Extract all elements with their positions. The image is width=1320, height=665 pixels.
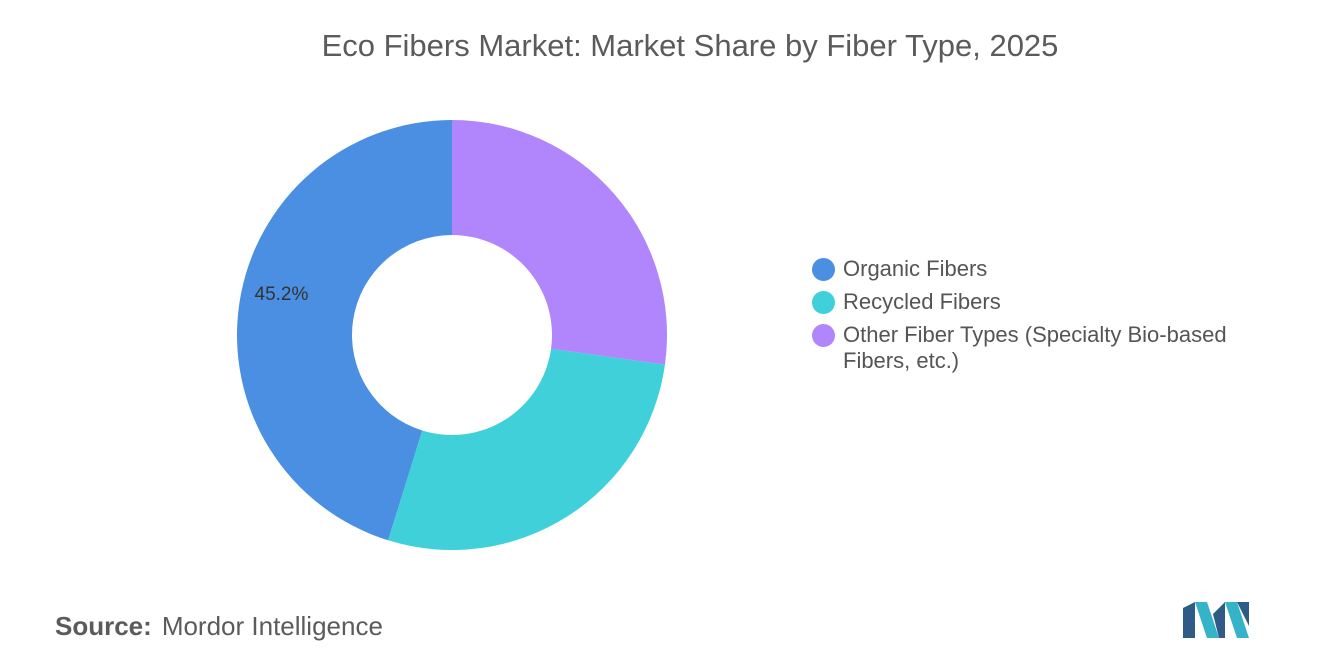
donut-slice-recycled-fibers[interactable] [388, 348, 665, 550]
donut-slice-organic-fibers[interactable] [237, 120, 452, 541]
legend-item-organic-fibers[interactable]: Organic Fibers [812, 256, 1252, 282]
legend-item-recycled-fibers[interactable]: Recycled Fibers [812, 289, 1252, 315]
legend-swatch-recycled-fibers [812, 291, 835, 314]
legend-item-other-fiber-types[interactable]: Other Fiber Types (Specialty Bio-based F… [812, 322, 1252, 374]
mordor-intelligence-logo-icon [1183, 602, 1249, 638]
legend-swatch-organic-fibers [812, 258, 835, 281]
source-text: Mordor Intelligence [161, 611, 383, 641]
source-prefix: Source: [55, 611, 152, 641]
donut-slice-labels: 45.2% [255, 284, 309, 305]
legend-label: Recycled Fibers [843, 289, 1001, 314]
chart-title: Eco Fibers Market: Market Share by Fiber… [321, 28, 1059, 63]
legend-swatch-other-fiber-types [812, 324, 835, 347]
legend-label: Organic Fibers [843, 256, 988, 281]
slice-data-label: 45.2% [255, 284, 309, 305]
donut-slices [237, 120, 668, 550]
legend-label: Other Fiber Types (Specialty Bio-based F… [843, 322, 1227, 373]
chart-legend: Organic Fibers Recycled Fibers Other Fib… [812, 256, 1252, 381]
donut-slice-other-fiber-types-specialty-bio-based-fibers-etc[interactable] [452, 120, 668, 365]
source-line: Source: Mordor Intelligence [55, 611, 383, 642]
